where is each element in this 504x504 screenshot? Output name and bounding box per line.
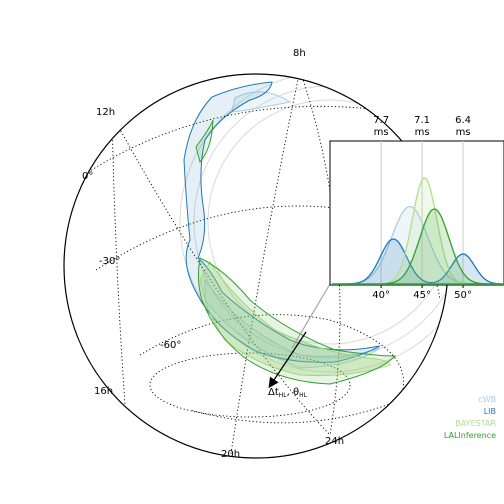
region-bayestar [199, 261, 391, 377]
legend-entry-lib: LIB [484, 407, 496, 416]
inset-curve-lalinference [332, 208, 504, 285]
dec-label-0: 0° [82, 171, 93, 182]
delay-ring [179, 74, 448, 373]
parallel-line [149, 352, 351, 418]
inset-series [332, 177, 504, 285]
inset-connector-line [291, 283, 331, 349]
ra-label-8h: 8h [293, 48, 306, 59]
dec-label-m30: -30° [99, 256, 120, 267]
parallel-line [139, 314, 405, 424]
region-cwb [204, 91, 381, 369]
legend-entry-cwb: cWB [478, 395, 496, 404]
inset-tick-label: 40° [372, 290, 390, 301]
arrow-label: ΔtHL, θHL [268, 387, 308, 399]
graticule [75, 74, 448, 458]
ra-label-24h: 24h [325, 436, 344, 447]
inset-top-value: 6.4 [455, 115, 471, 126]
inset-tick-label: 45° [413, 290, 431, 301]
inset-top-value: 7.1 [414, 115, 430, 126]
meridian-line [111, 114, 126, 406]
ra-label-16h: 16h [94, 386, 113, 397]
baseline-arrow [268, 331, 307, 389]
inset-top-unit: ms [456, 127, 471, 138]
legend-entry-lalinference: LALInference [444, 431, 496, 440]
inset-curve-lib [332, 238, 504, 285]
delay-ring [207, 99, 448, 345]
inset-top-unit: ms [415, 127, 430, 138]
legend: cWB LIB BAYESTAR LALInference [444, 395, 497, 440]
dec-label-m60: -60° [160, 340, 181, 351]
dec-labels: 0° -30° -60° [82, 171, 181, 351]
inset-ticks: 40° 45° 50° [372, 285, 472, 301]
inset-tick-label: 50° [454, 290, 472, 301]
ra-label-20h: 20h [221, 449, 240, 460]
ra-labels: 8h 12h 16h 20h 24h [94, 48, 344, 460]
ra-label-12h: 12h [96, 107, 115, 118]
meridian-line [229, 74, 301, 458]
inset-top-unit: ms [374, 127, 389, 138]
localization-regions [183, 81, 397, 385]
region-lalinference [195, 119, 397, 385]
inset-top-value: 7.7 [373, 115, 389, 126]
legend-entry-bayestar: BAYESTAR [455, 419, 496, 428]
parallel-line [75, 105, 448, 201]
